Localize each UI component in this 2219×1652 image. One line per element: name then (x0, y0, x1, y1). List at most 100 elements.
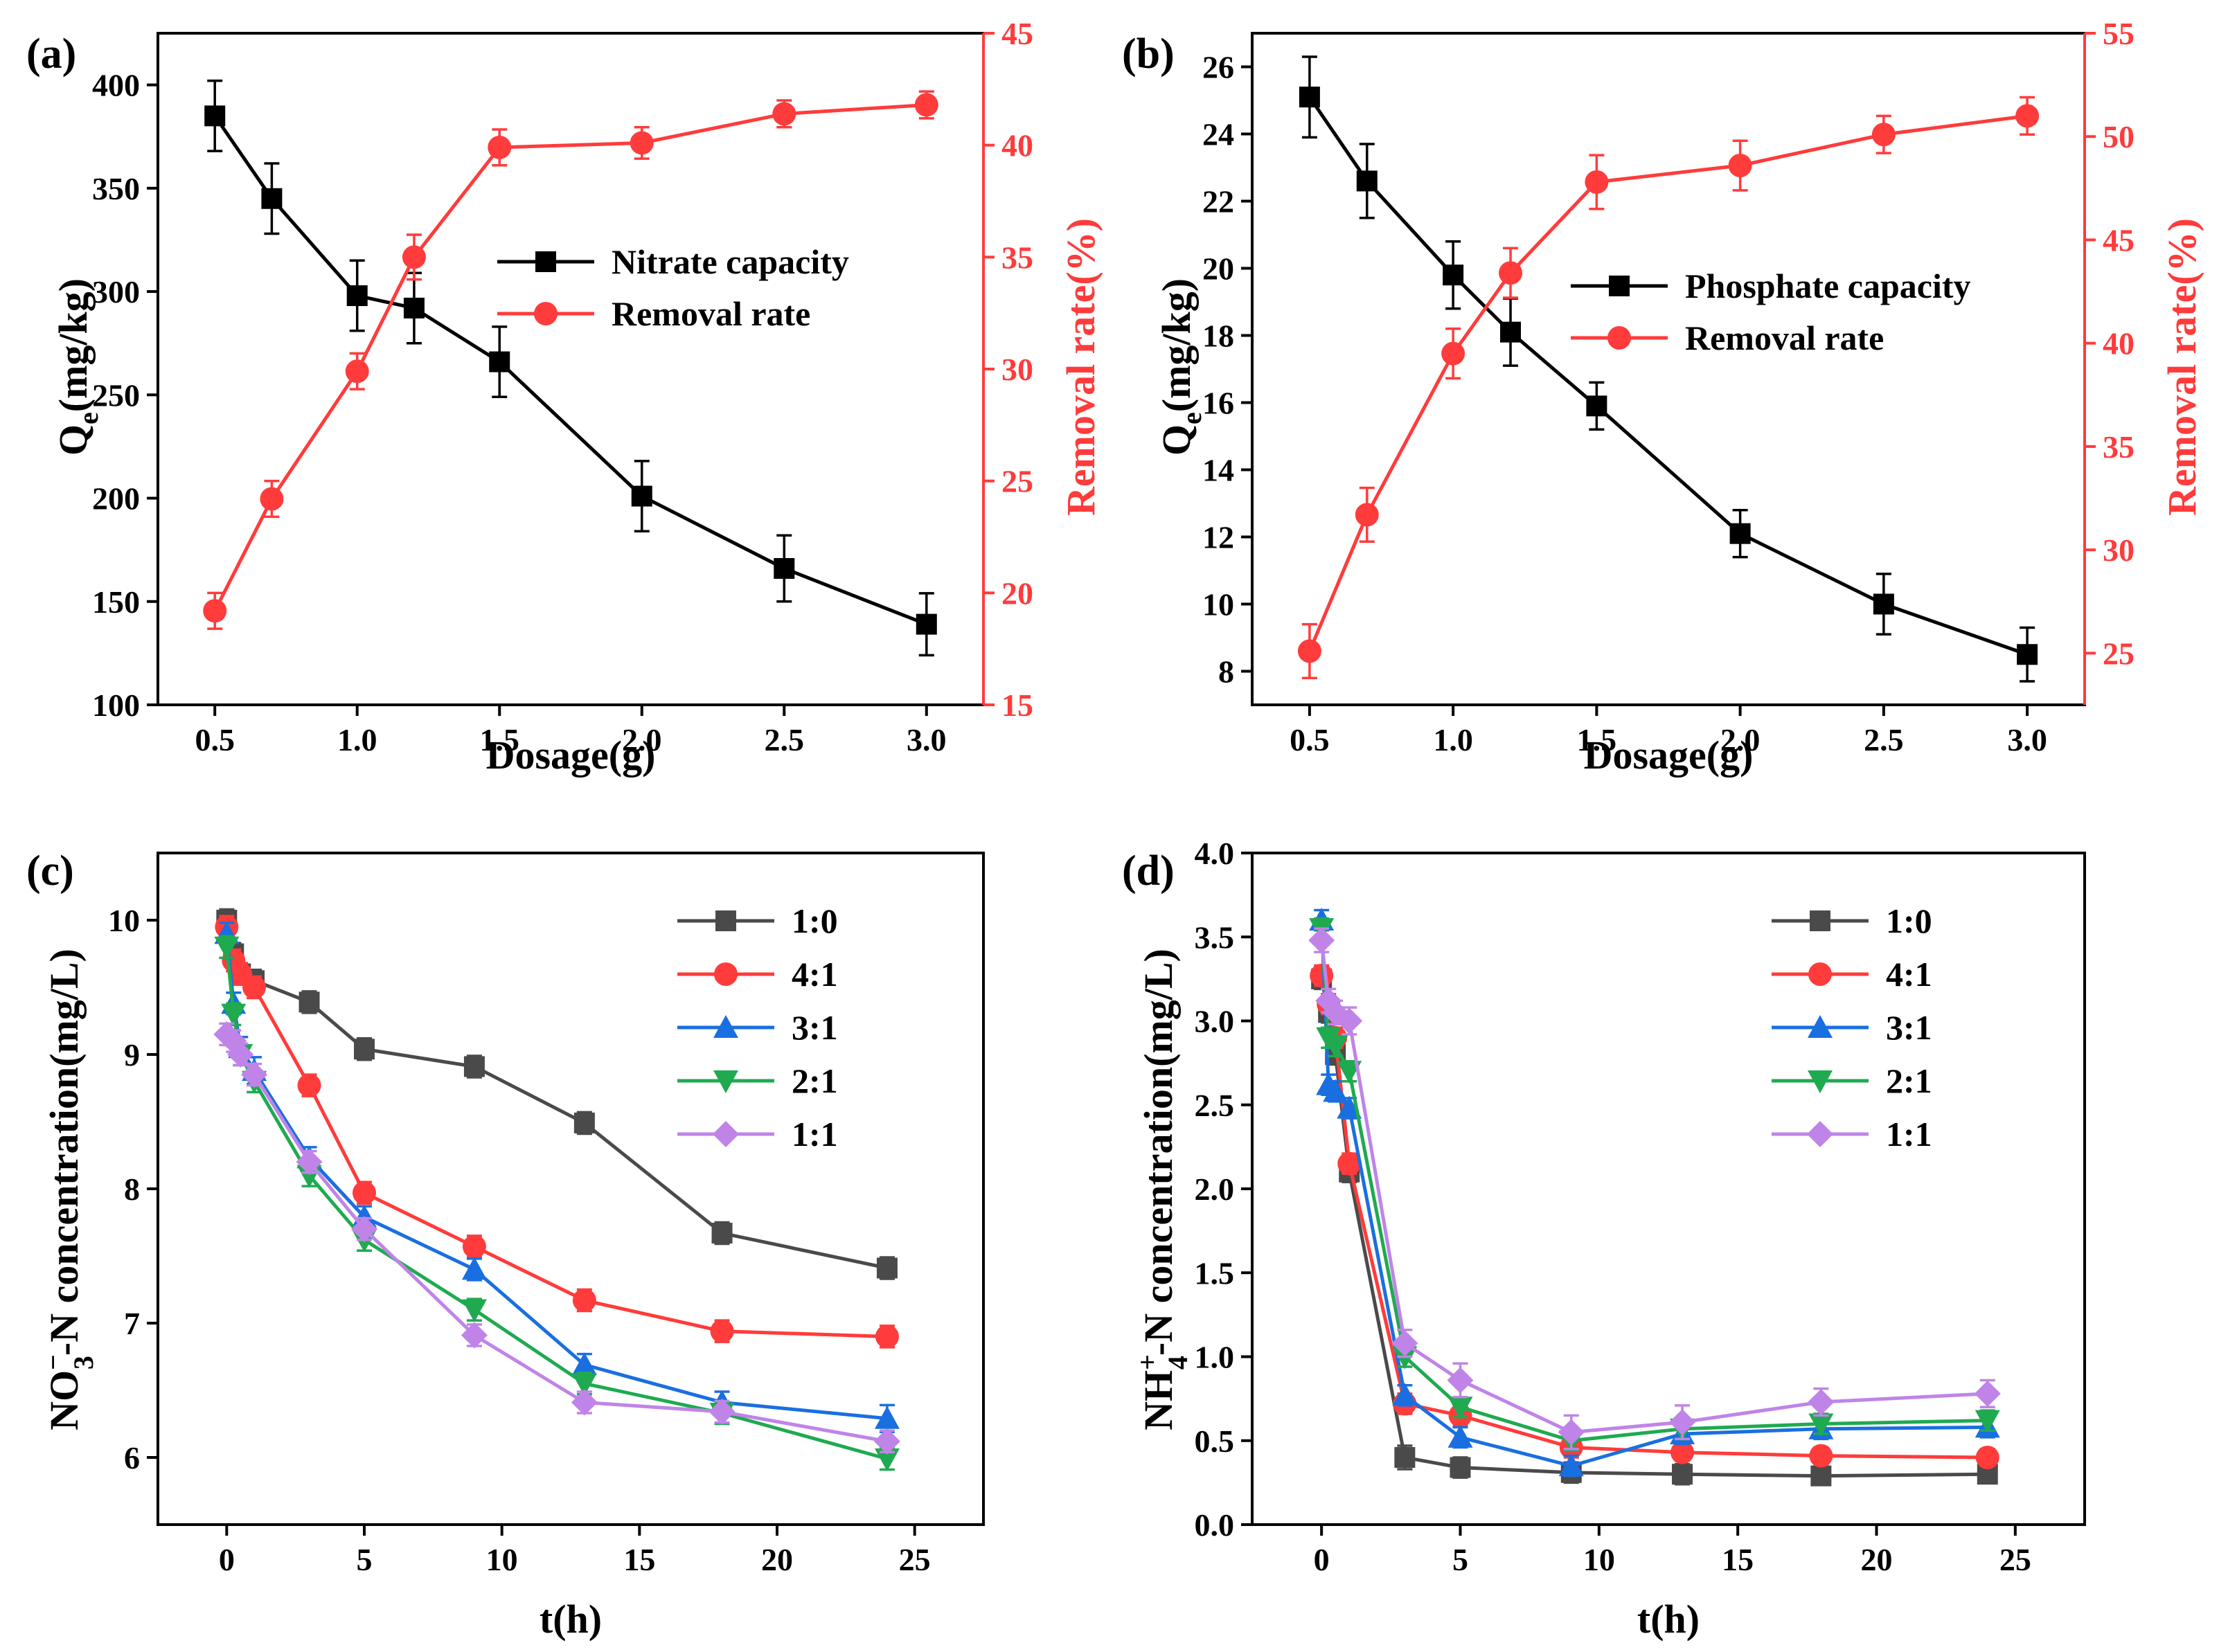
data-point (631, 485, 652, 507)
y-axis-title-sup: − (37, 1354, 69, 1370)
series-line (1308, 114, 2028, 652)
data-point (221, 1003, 247, 1027)
y-axis-title-rest: (mg/kg) (1154, 278, 1199, 412)
data-point (1310, 964, 1334, 988)
data-point (1670, 1440, 1695, 1464)
data-point (1356, 170, 1378, 192)
legend-label: 4:1 (1886, 955, 1932, 994)
data-point (1809, 1444, 1833, 1468)
data-point (571, 1389, 598, 1416)
series-line (1319, 975, 1988, 1460)
chart-panel-d: 0 5 10 15 20 25 0.0 0.5 1.0 1.5 2.0 2.5 3.0 3.5 4.0 (d)… (1122, 836, 2086, 1642)
y-tick-label: 10 (108, 903, 140, 938)
data-point (1499, 261, 1523, 285)
data-point (1336, 1007, 1363, 1034)
legend-label: 1:0 (792, 901, 838, 940)
y2-tick-label: 40 (2103, 326, 2135, 361)
data-point (489, 351, 510, 372)
x-tick-label: 15 (623, 1542, 655, 1577)
y2-tick-label: 45 (1001, 16, 1033, 51)
data-point (461, 1257, 487, 1280)
y-tick-label: 0.0 (1195, 1507, 1235, 1543)
data-point (874, 1406, 900, 1429)
data-point (710, 1319, 734, 1343)
y-tick-label: 9 (124, 1037, 140, 1072)
series-line (1308, 96, 2028, 656)
data-point (463, 1056, 485, 1077)
legend-label: 1:1 (792, 1115, 838, 1153)
data-point (351, 1216, 377, 1243)
series-removal-rate (1297, 96, 2040, 679)
y-tick-label: 8 (1218, 654, 1234, 690)
chart-panel-a: 0.5 1.0 1.5 2.0 2.5 3.0 100 150 200 250 300 350 400 1… (26, 16, 1103, 778)
y-axis-title-sup: + (1132, 1354, 1163, 1370)
legend-label: 2:1 (792, 1061, 838, 1100)
data-point (1447, 1397, 1473, 1420)
legend-marker (714, 962, 738, 986)
series-line (1319, 919, 1988, 1468)
y2-tick-label: 30 (1001, 352, 1033, 387)
plot-frame (1251, 32, 2086, 706)
legend-label: 3:1 (792, 1008, 838, 1047)
data-point (1355, 503, 1379, 527)
data-point (461, 1299, 487, 1322)
y-axis-title-rest: (mg/kg) (51, 278, 96, 412)
y-tick-label: 250 (92, 377, 140, 413)
y-tick-label: 6 (124, 1440, 140, 1475)
y-tick-label: 10 (1202, 587, 1234, 622)
x-tick-label: 0 (1314, 1542, 1330, 1577)
series-line (213, 114, 927, 626)
legend-marker (534, 302, 558, 325)
x-tick-label: 1.5 (479, 722, 519, 757)
data-point (2015, 104, 2040, 128)
y-axis-title-sub: e (1176, 412, 1207, 424)
legend-label: Removal rate (1685, 318, 1884, 357)
data-point (774, 558, 795, 580)
data-point (2017, 644, 2038, 665)
data-point (1871, 123, 1896, 147)
x-tick-label: 10 (486, 1542, 518, 1577)
data-point (488, 135, 512, 159)
x-tick-label: 25 (1999, 1542, 2031, 1577)
legend-marker (1808, 1070, 1833, 1093)
y-tick-label: 8 (124, 1171, 140, 1207)
data-point (1308, 927, 1335, 954)
data-point (914, 93, 938, 117)
y2-axis-title: Removal rate(%) (1058, 218, 1103, 516)
y2-tick-label: 30 (2103, 532, 2135, 568)
y2-tick-label: 25 (2103, 636, 2135, 671)
x-tick-label: 2.5 (765, 722, 805, 757)
y-tick-label: 2.0 (1195, 1171, 1235, 1207)
series-line (224, 946, 888, 1461)
panel-label: (d) (1122, 847, 1175, 895)
x-tick-label: 1.5 (1577, 722, 1617, 757)
legend-marker (1810, 910, 1830, 931)
data-point (630, 131, 654, 155)
x-tick-label: 25 (899, 1542, 931, 1577)
y-axis-title-rest: -N concentration(mg/L) (1136, 949, 1181, 1356)
legend: Nitrate capacity Removal rate (497, 242, 849, 333)
legend-marker (535, 251, 556, 272)
data-point (1323, 1035, 1348, 1059)
x-tick-label: 2.0 (1720, 722, 1761, 757)
data-point (1729, 523, 1751, 544)
y2-tick-label: 35 (1001, 240, 1033, 275)
x-tick-label: 10 (1583, 1542, 1615, 1577)
legend-label: Removal rate (612, 294, 810, 333)
legend-label: Nitrate capacity (612, 242, 849, 281)
series-line (224, 926, 888, 1338)
y-tick-label: 0.5 (1195, 1424, 1235, 1459)
legend-marker (713, 1015, 738, 1038)
y2-tick-label: 55 (2103, 16, 2135, 51)
data-point (1391, 1330, 1418, 1357)
x-tick-label: 15 (1722, 1542, 1754, 1577)
legend: Phosphate capacity Removal rate (1571, 267, 1971, 357)
series-line (224, 933, 888, 1421)
x-tick-label: 5 (1452, 1542, 1468, 1577)
legend-label: 4:1 (792, 955, 838, 994)
series-line (224, 919, 888, 1270)
data-point (1447, 1424, 1473, 1448)
y-axis-title-rest: -N concentration(mg/L) (42, 949, 87, 1356)
x-tick-label: 3.0 (907, 722, 947, 757)
series-line (1319, 978, 1988, 1478)
